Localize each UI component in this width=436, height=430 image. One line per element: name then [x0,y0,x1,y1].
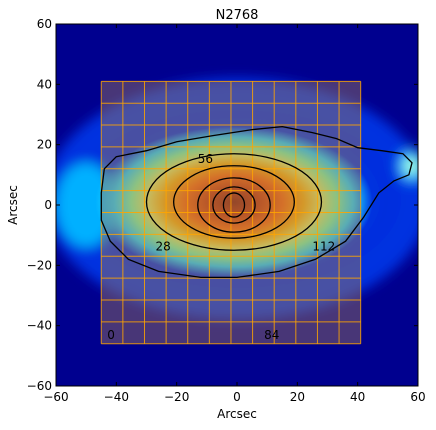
contour-inner3 [212,186,256,224]
x-tick-label: −20 [164,390,189,404]
y-axis-label: Arcsec [6,185,20,225]
contour-annotation: 56 [198,152,213,166]
x-tick-label: 60 [410,390,425,404]
contour-annotations: 56 28 112 0 84 [107,152,335,342]
x-tick-label: −40 [104,390,129,404]
contour-inner1 [173,165,295,239]
x-tick-label: 20 [290,390,305,404]
y-axis-ticks: −60 −40 −20 0 20 40 60 [27,17,418,393]
contour-annotation: 28 [156,239,171,253]
x-tick-label: 40 [350,390,365,404]
y-tick-label: −40 [27,319,52,333]
contour-mid [145,153,323,251]
chart-title: N2768 [216,8,259,23]
x-axis-label: Arcsec [217,407,257,421]
galaxy-core [95,126,373,278]
y-tick-label: 20 [37,138,52,152]
grid-overlay [100,80,362,345]
contour-core [222,192,246,218]
contour-annotation: 0 [107,328,115,342]
contour-annotation: 84 [264,328,279,342]
y-tick-label: −60 [27,379,52,393]
y-tick-label: −20 [27,258,52,272]
y-tick-label: 40 [37,77,52,91]
contour-lines [100,125,413,279]
contour-annotation: 112 [312,239,335,253]
y-tick-label: 60 [37,17,52,31]
plot-area: 56 28 112 0 84 [56,24,418,386]
y-tick-label: 0 [44,198,52,212]
bright-knot [393,144,418,187]
x-tick-label: −60 [43,390,68,404]
x-axis-ticks: −60 −40 −20 0 20 40 60 [43,24,426,404]
contour-outer [100,125,413,279]
contour-inner2 [197,177,271,233]
heatmap-core [95,126,373,278]
x-tick-label: 0 [233,390,241,404]
